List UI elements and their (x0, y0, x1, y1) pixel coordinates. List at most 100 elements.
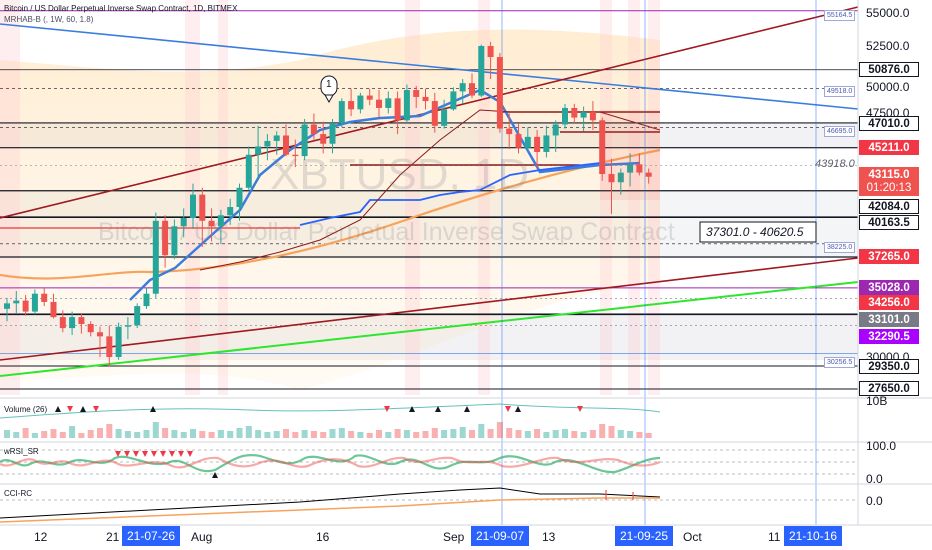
price-tag-34256[interactable]: 34256.0 (859, 295, 919, 310)
trendline-green[interactable] (0, 281, 859, 377)
candle-body[interactable] (422, 96, 429, 102)
candle-body[interactable] (4, 303, 10, 309)
candle-body[interactable] (320, 134, 327, 144)
candle-body[interactable] (301, 124, 308, 157)
candle-body[interactable] (329, 123, 336, 144)
candle-body[interactable] (190, 194, 196, 219)
candle-body[interactable] (376, 99, 382, 108)
candle-body[interactable] (469, 83, 475, 96)
candle-body[interactable] (562, 107, 568, 125)
candle-body[interactable] (441, 109, 448, 126)
candle-body[interactable] (59, 317, 66, 329)
candle-body[interactable] (245, 154, 252, 188)
candle-body[interactable] (515, 134, 522, 148)
candle-body[interactable] (524, 136, 531, 148)
candle-body[interactable] (115, 326, 122, 357)
candle-body[interactable] (431, 101, 438, 126)
price-tag-29350[interactable]: 29350.0 (859, 359, 919, 374)
candle-body[interactable] (199, 194, 206, 221)
candle-body[interactable] (255, 146, 262, 155)
candle-body[interactable] (134, 306, 141, 326)
candle-body[interactable] (217, 215, 224, 227)
candle-body[interactable] (208, 220, 215, 227)
candle-body[interactable] (97, 332, 103, 337)
candle-body[interactable] (273, 135, 280, 141)
candle-body[interactable] (236, 187, 243, 208)
candle-body[interactable] (69, 317, 76, 329)
candle-body[interactable] (496, 57, 503, 129)
indicator-label[interactable]: MRHAB-B (, 1W, 60, 1.8) (4, 15, 94, 24)
xtick-highlight-21-07-26[interactable]: 21-07-26 (122, 526, 181, 546)
candle-body[interactable] (41, 293, 48, 302)
candle-body[interactable] (636, 164, 643, 173)
price-tag-35028[interactable]: 35028.0 (859, 280, 919, 295)
price-tag-43115[interactable]: 43115.0 (859, 167, 919, 182)
trendline-blue[interactable] (0, 23, 859, 110)
cci-pane-label[interactable]: CCI-RC (4, 489, 32, 498)
candle-body[interactable] (124, 325, 131, 327)
candle-body[interactable] (283, 135, 289, 155)
candle-body[interactable] (385, 98, 392, 108)
xtick-highlight-21-09-07[interactable]: 21-09-07 (471, 526, 530, 546)
volume-pane-label[interactable]: Volume (26) (4, 405, 48, 414)
xtick-highlight-21-10-16[interactable]: 21-10-16 (784, 526, 843, 546)
price-tag-50876[interactable]: 50876.0 (859, 62, 919, 77)
candle-body[interactable] (87, 323, 94, 333)
candle-body[interactable] (13, 300, 20, 304)
candlestick-series[interactable] (4, 41, 652, 367)
candle-body[interactable] (552, 124, 559, 136)
price-tag-32290[interactable]: 32290.5 (859, 329, 919, 344)
candle-body[interactable] (348, 101, 355, 110)
rsi-pane-label[interactable]: wRSI_SR (4, 447, 39, 456)
candle-body[interactable] (310, 124, 317, 135)
candle-body[interactable] (106, 336, 113, 357)
candle-body[interactable] (589, 112, 596, 121)
candle-body[interactable] (292, 154, 299, 157)
candle-body[interactable] (338, 101, 345, 124)
price-tag-45211[interactable]: 45211.0 (859, 140, 919, 155)
candle-body[interactable] (180, 218, 187, 227)
price-tag-40163[interactable]: 40163.5 (859, 215, 919, 230)
candle-body[interactable] (162, 220, 169, 256)
price-tag-47010[interactable]: 47010.0 (859, 116, 919, 131)
candle-body[interactable] (450, 91, 457, 110)
candle-body[interactable] (617, 172, 624, 183)
candle-body[interactable] (31, 293, 38, 312)
candle-body[interactable] (506, 128, 513, 135)
volume-up-marker (80, 406, 86, 412)
candle-body[interactable] (227, 207, 234, 216)
candle-body[interactable] (357, 95, 364, 110)
candle-body[interactable] (580, 112, 587, 118)
candle-body[interactable] (599, 120, 606, 174)
candle-body[interactable] (403, 90, 410, 121)
candle-body[interactable] (394, 98, 401, 121)
price-tag-33101[interactable]: 33101.0 (859, 312, 919, 327)
candle-body[interactable] (571, 107, 578, 118)
range-label-box[interactable] (699, 221, 817, 243)
candle-body[interactable] (459, 83, 466, 92)
trendline-darkred-lower[interactable] (0, 257, 859, 361)
candle-body[interactable] (627, 164, 634, 173)
candle-body[interactable] (22, 300, 29, 312)
price-tag-37265[interactable]: 37265.0 (859, 249, 919, 264)
price-tag-42084[interactable]: 42084.0 (859, 199, 919, 214)
candle-body[interactable] (645, 172, 652, 177)
candle-body[interactable] (50, 301, 57, 318)
candle-body[interactable] (534, 136, 541, 152)
candle-body[interactable] (78, 317, 85, 324)
marker-bubble[interactable] (320, 75, 338, 104)
candle-body[interactable] (478, 46, 485, 96)
candle-body[interactable] (487, 46, 494, 58)
candle-body[interactable] (413, 90, 420, 97)
candle-body[interactable] (366, 95, 373, 100)
candle-body[interactable] (171, 226, 178, 256)
candle-body[interactable] (152, 220, 159, 294)
price-tag-27650[interactable]: 27650.0 (859, 381, 919, 396)
xtick-highlight-21-09-25[interactable]: 21-09-25 (615, 526, 674, 546)
candle-body[interactable] (543, 135, 550, 152)
candle-body[interactable] (608, 173, 615, 183)
candle-body[interactable] (264, 140, 271, 147)
candle-body[interactable] (143, 293, 150, 307)
